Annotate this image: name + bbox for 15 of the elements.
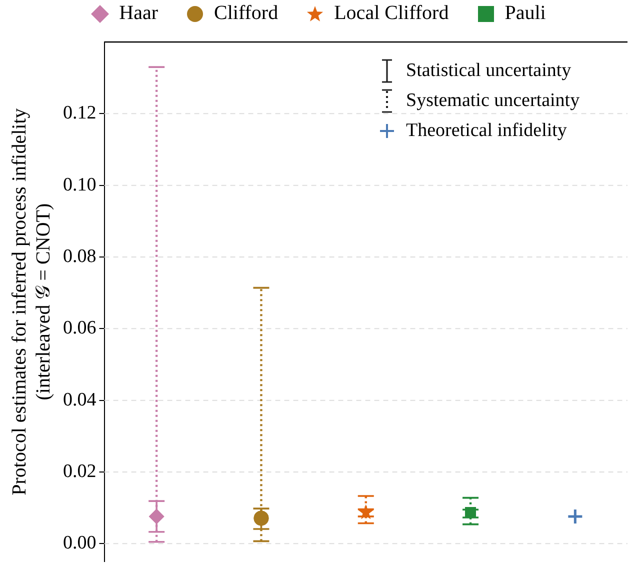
legend-label: Theoretical infidelity: [405, 119, 568, 143]
y-tick-label: 0.00: [63, 532, 96, 554]
legend-label: Clifford: [213, 2, 278, 25]
y-tick-label: 0.08: [63, 246, 96, 267]
y-tick-label: 0.02: [63, 461, 96, 482]
legend-label: Local Clifford: [333, 2, 449, 25]
y-tick-label: 0.10: [63, 174, 96, 196]
y-tick-label: 0.06: [63, 318, 96, 339]
legend-label: Pauli: [504, 2, 546, 25]
y-tick-label: 0.04: [63, 389, 97, 410]
annotation: Systematic uncertainty: [405, 89, 581, 113]
annotation: Statistical uncertainty: [405, 59, 572, 83]
legend-label: Haar: [118, 2, 158, 25]
y-tick-label: 0.12: [63, 102, 96, 124]
y-axis-title: Protocol estimates for inferred process infidelity (interleaved 𝒢 = CNOT): [8, 108, 54, 496]
